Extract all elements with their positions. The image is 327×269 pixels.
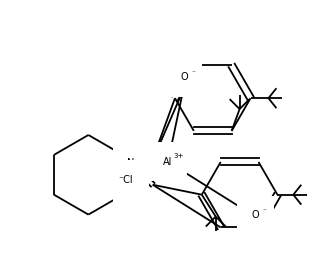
Text: 3+: 3+ bbox=[174, 153, 184, 159]
Text: ⁻: ⁻ bbox=[192, 68, 196, 77]
Text: Al: Al bbox=[163, 157, 173, 167]
Text: O: O bbox=[180, 72, 188, 82]
Text: ⁻Cl: ⁻Cl bbox=[118, 175, 132, 185]
Text: O: O bbox=[252, 210, 259, 221]
Text: N: N bbox=[127, 182, 134, 192]
Text: N: N bbox=[127, 158, 134, 168]
Text: ⁻: ⁻ bbox=[263, 206, 267, 215]
